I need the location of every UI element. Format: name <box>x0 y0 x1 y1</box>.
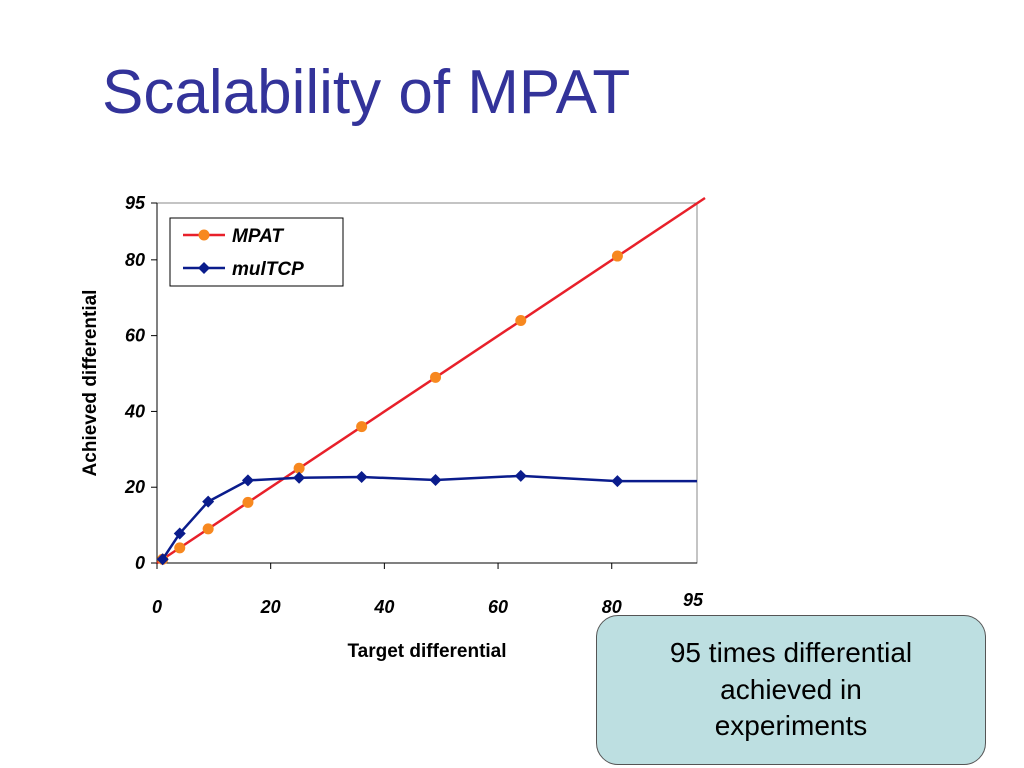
data-point-mpat <box>242 496 254 508</box>
legend-multcp-marker <box>198 262 210 274</box>
legend-mpat-label: MPAT <box>232 226 284 247</box>
y-axis-title: Achieved differential <box>80 290 101 477</box>
y-tick-label: 80 <box>125 250 145 270</box>
legend-mpat-marker <box>198 229 210 241</box>
data-point-multcp <box>514 469 527 482</box>
slide-title: Scalability of MPAT <box>102 58 631 127</box>
data-point-multcp <box>355 470 368 483</box>
data-point-multcp <box>429 474 442 487</box>
x-tick-label: 95 <box>683 590 704 610</box>
data-point-multcp <box>202 495 215 508</box>
legend-multcp-label: mulTCP <box>232 259 304 280</box>
x-axis-title: Target differential <box>347 641 506 662</box>
y-tick-label: 60 <box>125 326 145 346</box>
x-tick-label: 60 <box>488 597 508 617</box>
data-point-multcp <box>611 475 624 488</box>
y-tick-label: 0 <box>135 553 145 573</box>
data-point-mpat <box>515 314 527 326</box>
y-tick-label: 95 <box>125 193 146 213</box>
x-tick-label: 0 <box>152 597 162 617</box>
data-point-multcp <box>241 474 254 487</box>
data-point-mpat <box>202 523 214 535</box>
x-tick-label: 80 <box>602 597 622 617</box>
y-tick-label: 40 <box>124 401 145 421</box>
callout-text: 95 times differential achieved in experi… <box>669 637 913 742</box>
x-tick-label: 40 <box>373 597 394 617</box>
x-tick-label: 20 <box>260 597 281 617</box>
data-point-mpat <box>430 371 442 383</box>
data-point-multcp <box>156 553 169 566</box>
y-tick-label: 20 <box>124 477 145 497</box>
callout-box: 95 times differential achieved in experi… <box>596 615 986 765</box>
data-point-multcp <box>293 471 306 484</box>
data-point-mpat <box>611 250 623 262</box>
data-point-mpat <box>174 542 186 554</box>
legend-box <box>169 217 344 287</box>
data-point-mpat <box>356 421 368 433</box>
legend: MPAT mulTCP <box>169 217 344 287</box>
data-point-mpat <box>293 462 305 474</box>
series-line-multcp <box>161 474 697 560</box>
data-point-multcp <box>173 527 186 540</box>
